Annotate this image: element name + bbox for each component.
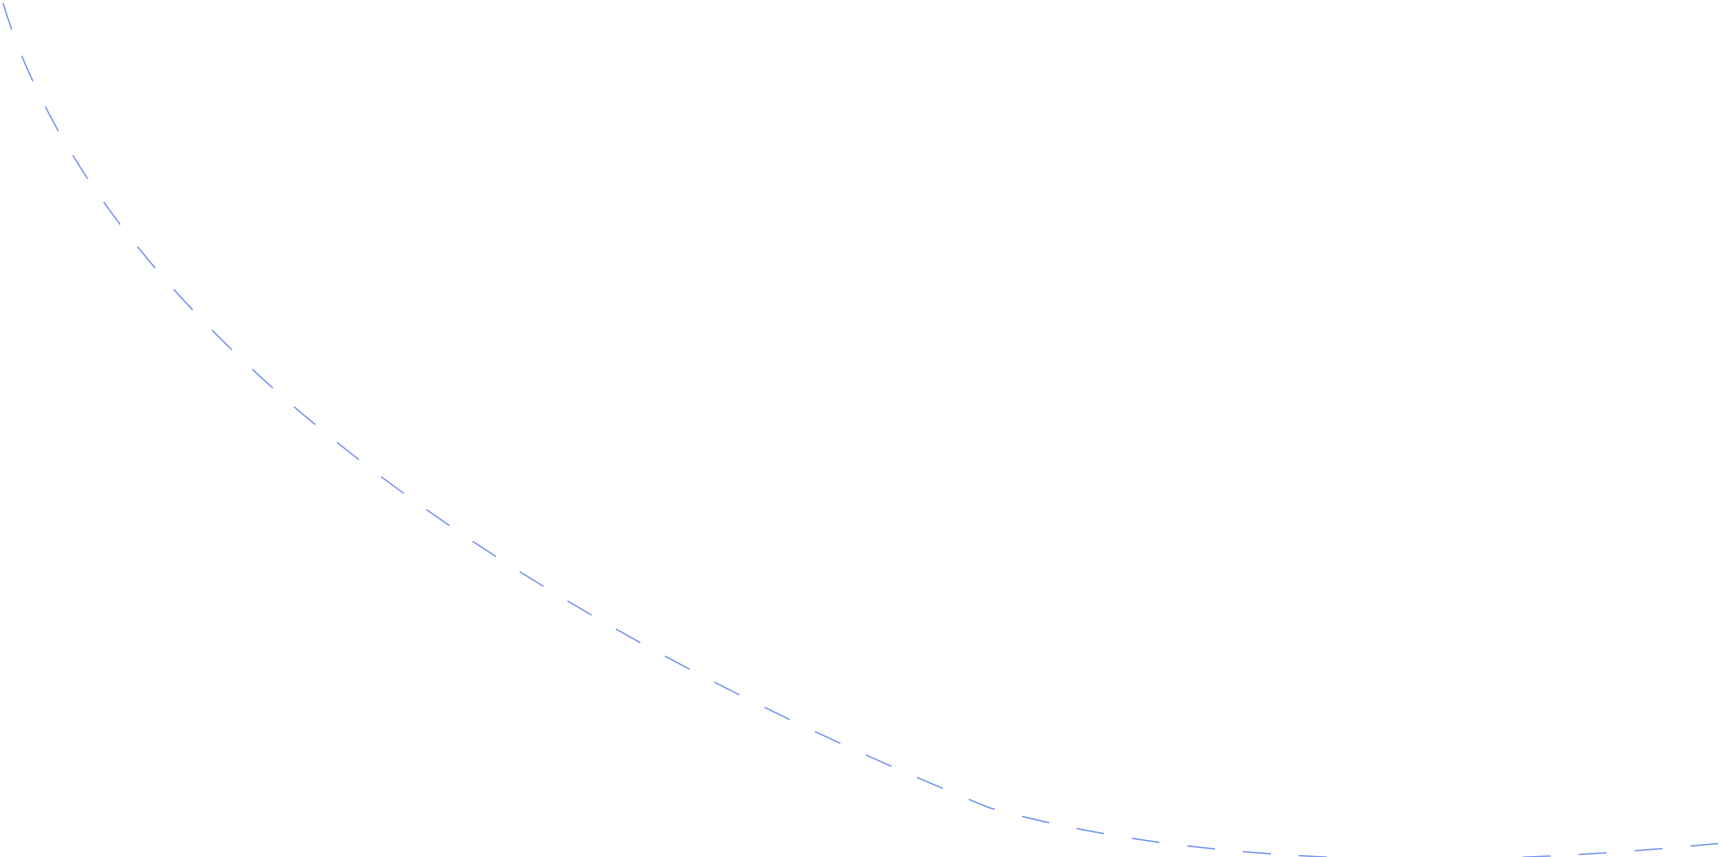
canvas <box>2 2 1724 857</box>
dashed-curve <box>2 2 1724 857</box>
page: (() => { const data = JSON.parse(documen… <box>2 2 1724 857</box>
